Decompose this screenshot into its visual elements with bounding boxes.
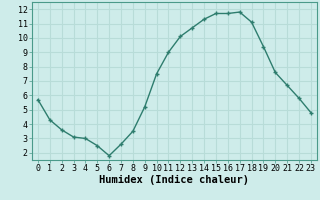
X-axis label: Humidex (Indice chaleur): Humidex (Indice chaleur) [100,175,249,185]
